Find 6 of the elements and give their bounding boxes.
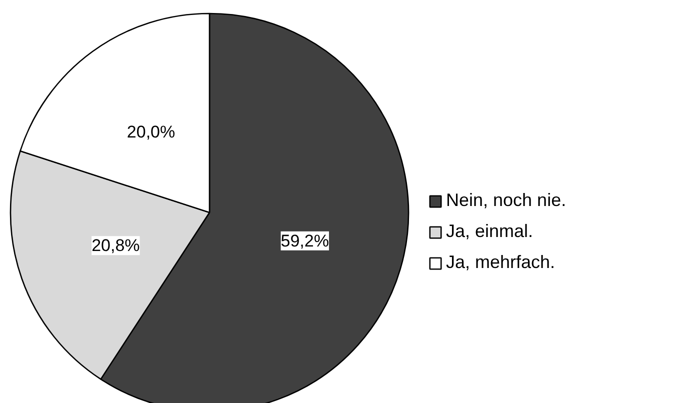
data-label: 20,0%: [126, 122, 176, 142]
legend-label: Ja, einmal.: [446, 221, 534, 242]
legend-label: Nein, noch nie.: [446, 190, 566, 211]
data-label: 20,8%: [92, 236, 140, 256]
data-label: 59,2%: [280, 231, 329, 250]
legend-label: Ja, mehrfach.: [446, 252, 556, 273]
